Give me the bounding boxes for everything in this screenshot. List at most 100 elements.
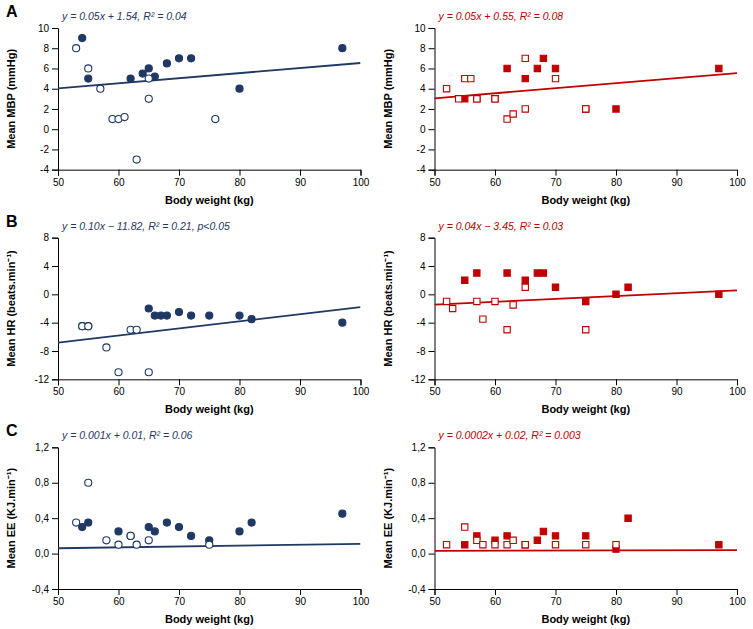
tick-mark: [52, 149, 58, 150]
point: [474, 537, 480, 543]
point: [73, 45, 80, 52]
point: [552, 284, 558, 290]
tick-label: 100: [353, 596, 370, 607]
marks: [58, 35, 361, 164]
tick: 50: [429, 589, 441, 607]
point: [540, 55, 546, 61]
point: [449, 305, 455, 311]
panel: 5060708090100-12-8-4048Body weight (kg)M…: [5, 213, 370, 416]
point: [492, 96, 498, 102]
tick-mark: [240, 379, 241, 385]
point: [540, 270, 546, 276]
tick: -2: [417, 144, 435, 155]
point: [145, 75, 152, 82]
tick: 4: [420, 261, 435, 272]
point: [115, 541, 122, 548]
tick-mark: [52, 323, 58, 324]
point: [103, 537, 110, 544]
tick-mark: [179, 589, 180, 595]
tick: 4: [420, 83, 435, 94]
tick-mark: [52, 447, 58, 448]
tick-mark: [52, 294, 58, 295]
tick-label: 1,2: [412, 442, 426, 453]
tick-label: 10: [414, 23, 426, 34]
point: [103, 344, 110, 351]
tick-mark: [616, 379, 617, 385]
y-axis-title: Mean HR (beats.min⁻¹): [5, 250, 17, 367]
x-axis-title: Body weight (kg): [165, 403, 254, 415]
tick: 60: [113, 589, 125, 607]
point: [583, 533, 589, 539]
tick-mark: [52, 48, 58, 49]
tick-mark: [429, 554, 435, 555]
point: [540, 528, 546, 534]
regression-line: [58, 63, 361, 88]
tick-label: 6: [420, 63, 426, 74]
tick-label: 0,4: [412, 513, 426, 524]
point: [504, 327, 510, 333]
marks: [435, 515, 738, 552]
panel-label: A: [6, 3, 18, 20]
tick-label: 50: [429, 596, 441, 607]
tick: 8: [43, 232, 58, 243]
tick: 60: [113, 379, 125, 397]
point: [583, 298, 589, 304]
tick-mark: [52, 170, 58, 171]
point: [716, 291, 722, 297]
tick-label: 10: [38, 23, 50, 34]
tick: 0: [43, 124, 58, 135]
axis-line: [435, 380, 738, 386]
tick: 10: [414, 23, 434, 34]
y-axis-title: Mean MBP (mmHg): [382, 48, 394, 148]
tick-mark: [429, 170, 435, 171]
tick-label: 90: [671, 177, 683, 188]
tick-mark: [677, 170, 678, 176]
axis-line: [52, 448, 59, 590]
tick-label: 50: [429, 386, 441, 397]
y-axis-title: Mean EE (KJ.min⁻¹): [382, 468, 394, 569]
annotation: y = 0.001x + 0.01, R² = 0.06: [61, 429, 193, 441]
tick-label: 70: [174, 386, 186, 397]
point: [175, 523, 182, 530]
tick-label: 100: [729, 177, 746, 188]
tick: 0: [43, 289, 58, 300]
point: [552, 533, 558, 539]
marks: [435, 55, 738, 122]
point: [175, 55, 182, 62]
tick: 80: [611, 589, 623, 607]
annotation: y = 0.04x − 3.45, R² = 0.03: [438, 220, 564, 232]
tick: -12: [35, 374, 58, 385]
tick-mark: [52, 589, 58, 590]
tick: 10: [38, 23, 58, 34]
point: [236, 85, 243, 92]
tick: -2: [40, 144, 58, 155]
tick-label: 0,0: [35, 548, 49, 559]
point: [115, 369, 122, 376]
tick-label: 80: [611, 177, 623, 188]
plot-area: 5060708090100-12-8-4048: [35, 232, 370, 397]
plot-area: 5060708090100-4-20246810: [414, 23, 746, 188]
tick-label: 1,2: [35, 442, 49, 453]
tick-label: 8: [43, 43, 49, 54]
tick-mark: [52, 238, 58, 239]
tick-label: 60: [113, 596, 125, 607]
axis-line: [435, 170, 738, 176]
point: [443, 542, 449, 548]
point: [480, 316, 486, 322]
tick: 0,8: [35, 477, 58, 488]
y-axis-title: Mean MBP (mmHg): [5, 48, 17, 148]
tick: 4: [43, 83, 58, 94]
point: [188, 312, 195, 319]
point: [462, 75, 468, 81]
point: [145, 95, 152, 102]
point: [85, 65, 92, 72]
tick-label: 0: [43, 289, 49, 300]
tick-mark: [429, 28, 435, 29]
point: [480, 542, 486, 548]
tick: 90: [295, 379, 307, 397]
tick-label: 4: [43, 261, 49, 272]
tick: 50: [53, 170, 65, 188]
x-axis: 5060708090100: [53, 589, 370, 607]
tick-mark: [677, 379, 678, 385]
tick-mark: [429, 149, 435, 150]
